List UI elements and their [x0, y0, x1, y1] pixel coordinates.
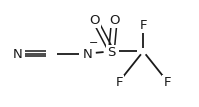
Text: O: O	[109, 14, 120, 27]
Text: N: N	[83, 48, 92, 62]
Text: O: O	[89, 14, 100, 27]
Text: S: S	[107, 46, 116, 59]
Text: F: F	[116, 76, 123, 89]
Text: F: F	[139, 19, 147, 32]
Text: N: N	[13, 48, 23, 62]
Text: F: F	[163, 76, 171, 89]
Text: −: −	[89, 38, 98, 48]
